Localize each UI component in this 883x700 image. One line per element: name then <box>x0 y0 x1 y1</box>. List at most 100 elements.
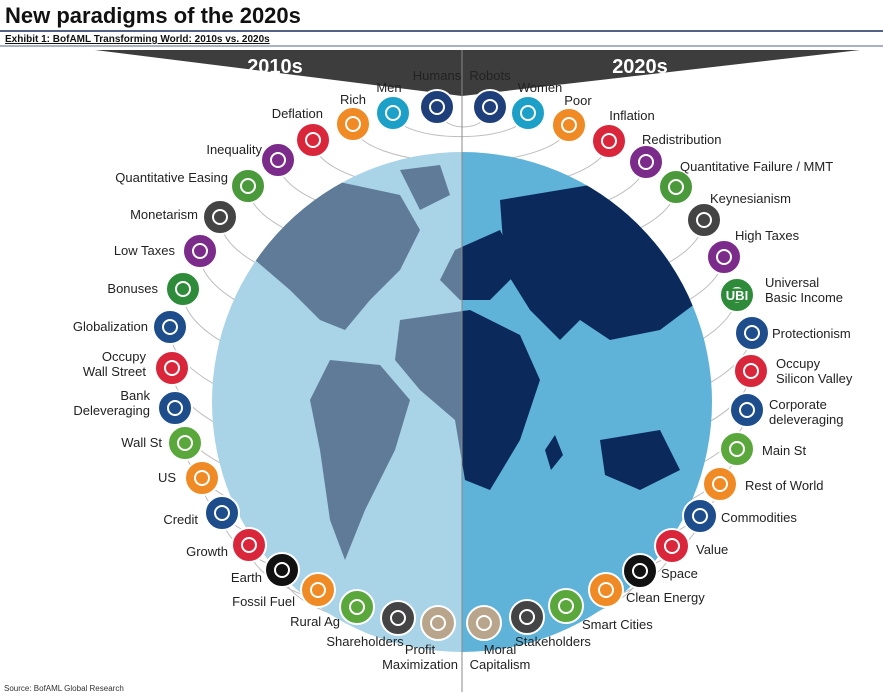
icon <box>466 605 502 641</box>
icon-glyph <box>429 99 445 115</box>
icon-glyph <box>192 243 208 259</box>
icon-glyph <box>561 117 577 133</box>
icon <box>157 390 193 426</box>
label: US <box>157 470 176 485</box>
icon <box>686 202 722 238</box>
label: Credit <box>163 512 198 527</box>
icon-glyph <box>692 508 708 524</box>
icon-glyph <box>162 319 178 335</box>
continent <box>462 310 540 490</box>
icon-glyph <box>349 599 365 615</box>
icon <box>654 528 690 564</box>
continent <box>310 360 410 560</box>
label: Deflation <box>271 106 323 121</box>
label: Clean Energy <box>626 590 705 605</box>
icon-glyph <box>177 435 193 451</box>
icon-glyph <box>482 99 498 115</box>
icon <box>182 233 218 269</box>
icon-glyph <box>240 178 256 194</box>
icon <box>339 589 375 625</box>
continent <box>400 165 450 210</box>
continent <box>440 230 462 300</box>
icon-glyph <box>668 179 684 195</box>
icon <box>165 271 201 307</box>
label: Redistribution <box>642 132 722 147</box>
icon <box>300 572 336 608</box>
icon-glyph <box>729 441 745 457</box>
icon-glyph <box>385 105 401 121</box>
label: Stakeholders <box>515 634 591 649</box>
label: Quantitative Failure / MMT <box>680 159 834 174</box>
icon-glyph <box>712 476 728 492</box>
icon <box>335 106 371 142</box>
icon-glyph <box>390 610 406 626</box>
icon-glyph <box>175 281 191 297</box>
icon <box>152 309 188 345</box>
label: Occupy Silicon Valley <box>776 356 853 386</box>
label: Robots <box>469 68 511 83</box>
icon <box>419 89 455 125</box>
continent <box>545 435 563 470</box>
icon-glyph <box>716 249 732 265</box>
label: Keynesianism <box>710 191 791 206</box>
label: Main St <box>762 443 807 458</box>
icon <box>260 142 296 178</box>
icon <box>682 498 718 534</box>
label: Universal Basic Income <box>765 275 844 305</box>
icon-glyph <box>310 582 326 598</box>
icon <box>734 315 770 351</box>
icon <box>702 466 738 502</box>
label: High Taxes <box>735 228 800 243</box>
label: Rural Ag <box>290 614 340 629</box>
label: Wall St <box>121 435 162 450</box>
title: New paradigms of the 2020s <box>5 3 301 28</box>
icon <box>472 89 508 125</box>
icon <box>420 605 456 641</box>
label: Shareholders <box>326 634 404 649</box>
icon-glyph <box>519 609 535 625</box>
icon <box>230 168 266 204</box>
icon <box>719 277 755 313</box>
label: Growth <box>186 544 228 559</box>
icon <box>588 572 624 608</box>
icon-glyph <box>638 154 654 170</box>
icon-glyph <box>212 209 228 225</box>
icon <box>167 425 203 461</box>
icon <box>231 527 267 563</box>
icon <box>622 553 658 589</box>
label: Moral Capitalism <box>469 642 531 672</box>
icon-glyph <box>744 325 760 341</box>
label: Value <box>696 542 729 557</box>
label: Globalization <box>72 319 148 334</box>
icon-glyph <box>664 538 680 554</box>
icon <box>380 600 416 636</box>
icon <box>551 107 587 143</box>
icon-glyph <box>430 615 446 631</box>
continent <box>600 430 680 490</box>
icon-glyph <box>558 598 574 614</box>
icon <box>591 123 627 159</box>
icon <box>706 239 742 275</box>
label: Quantitative Easing <box>115 170 228 185</box>
icon-text: UBI <box>726 288 748 303</box>
icon <box>202 199 238 235</box>
label: Rest of World <box>745 478 824 493</box>
label: Low Taxes <box>113 243 175 258</box>
icon-glyph <box>632 563 648 579</box>
icon-glyph <box>598 582 614 598</box>
label: Inflation <box>609 108 655 123</box>
icon <box>264 552 300 588</box>
icon-glyph <box>345 116 361 132</box>
icon-glyph <box>743 363 759 379</box>
icon-glyph <box>241 537 257 553</box>
label: Smart Cities <box>582 617 653 632</box>
label: Men <box>376 80 402 95</box>
icon <box>729 392 765 428</box>
icon-glyph <box>729 287 745 303</box>
icon <box>184 460 220 496</box>
continent <box>395 310 462 490</box>
label: Corporate deleveraging <box>769 397 844 427</box>
label: Fossil Fuel <box>232 594 295 609</box>
